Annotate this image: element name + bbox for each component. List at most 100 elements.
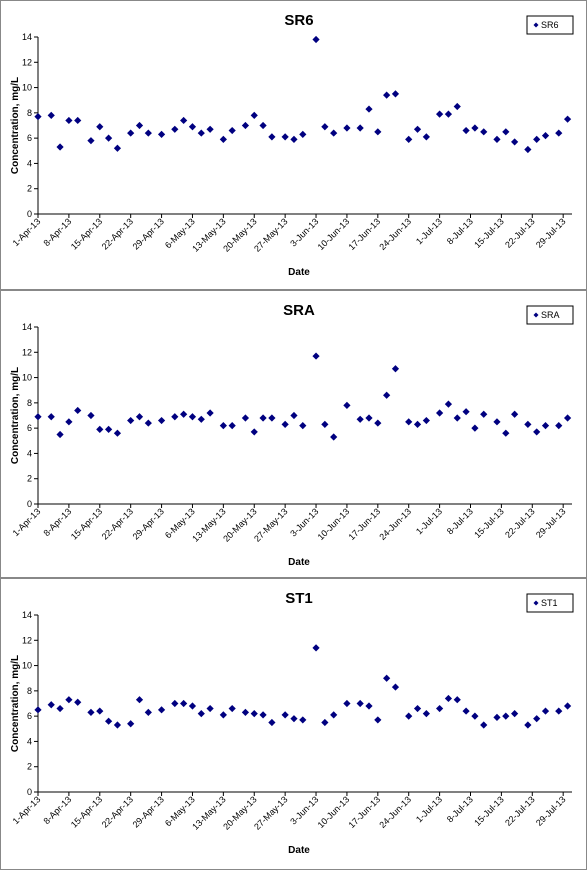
data-point	[383, 91, 391, 99]
data-point	[197, 415, 205, 423]
data-point	[391, 683, 400, 691]
data-point	[188, 123, 197, 131]
data-point	[493, 135, 501, 144]
legend-label: SR6	[541, 20, 559, 30]
data-point	[206, 125, 214, 133]
y-tick-label: 4	[27, 736, 32, 746]
y-tick-label: 4	[27, 158, 32, 168]
data-point	[462, 126, 470, 135]
y-tick-label: 2	[27, 184, 32, 194]
data-point	[74, 698, 82, 706]
y-tick-label: 14	[22, 322, 32, 332]
data-point	[405, 135, 413, 144]
data-point	[47, 111, 55, 119]
legend: ST1	[526, 593, 574, 613]
data-point	[56, 143, 64, 151]
data-point	[241, 121, 250, 130]
data-point	[365, 702, 373, 710]
legend-label: ST1	[541, 598, 558, 608]
data-point	[228, 126, 236, 135]
data-point	[391, 90, 400, 98]
data-point	[312, 644, 320, 652]
y-tick-label: 6	[27, 423, 32, 433]
data-point	[480, 410, 488, 418]
data-point	[268, 414, 276, 422]
data-point	[34, 113, 42, 121]
legend: SR6	[526, 15, 574, 35]
y-axis-title: Concentration, mg/L	[10, 655, 21, 752]
data-point	[135, 413, 144, 421]
legend-box	[526, 15, 574, 35]
data-point	[241, 414, 250, 422]
data-point	[391, 365, 400, 373]
y-tick-label: 10	[22, 661, 32, 671]
x-axis-title: Date	[288, 557, 310, 568]
panel-border	[0, 290, 587, 578]
data-point	[105, 134, 113, 142]
legend-marker	[533, 312, 539, 318]
data-point	[321, 718, 329, 727]
y-tick-label: 10	[22, 373, 32, 383]
data-point	[65, 696, 73, 704]
data-point	[321, 123, 329, 131]
data-point	[157, 130, 166, 138]
y-tick-label: 10	[22, 83, 32, 93]
data-point	[453, 102, 461, 111]
data-point	[330, 711, 338, 719]
data-point	[356, 699, 364, 708]
data-point	[436, 110, 444, 118]
data-point	[268, 133, 276, 141]
data-point	[113, 144, 122, 152]
data-point	[47, 413, 55, 421]
data-point	[563, 414, 572, 422]
data-point	[533, 135, 541, 144]
data-point	[462, 408, 470, 416]
y-tick-label: 2	[27, 762, 32, 772]
data-point	[436, 704, 444, 713]
data-point	[330, 129, 338, 137]
data-point	[436, 409, 444, 417]
data-point	[471, 124, 479, 132]
data-point	[563, 702, 572, 710]
y-tick-label: 14	[22, 610, 32, 620]
data-point	[356, 415, 364, 423]
panel-border	[0, 578, 587, 870]
data-point	[127, 129, 135, 137]
legend-box	[526, 593, 574, 613]
y-tick-label: 0	[27, 499, 32, 509]
y-tick-label: 12	[22, 347, 32, 357]
legend-marker	[533, 600, 539, 606]
data-point	[343, 401, 351, 409]
data-point	[113, 429, 122, 437]
y-axis-title: Concentration, mg/L	[10, 77, 21, 174]
data-point	[356, 124, 364, 132]
data-point	[188, 413, 197, 421]
data-point	[180, 410, 188, 418]
data-point	[87, 137, 95, 145]
legend-label: SRA	[541, 310, 560, 320]
chart-title: SR6	[284, 12, 313, 29]
chart-title: ST1	[285, 590, 313, 607]
data-point	[511, 138, 519, 146]
data-point	[422, 133, 430, 141]
data-point	[96, 123, 104, 131]
legend-marker	[533, 22, 539, 28]
data-point	[180, 116, 188, 125]
data-point	[34, 413, 42, 421]
y-tick-label: 2	[27, 474, 32, 484]
data-point	[188, 702, 197, 710]
data-point	[268, 718, 276, 727]
y-tick-label: 12	[22, 57, 32, 67]
data-point	[555, 129, 563, 137]
data-point	[65, 116, 73, 125]
data-point	[312, 352, 320, 360]
data-point	[444, 694, 453, 703]
data-point	[413, 125, 422, 133]
data-point	[290, 715, 298, 723]
data-point	[135, 121, 144, 130]
chart-title: SRA	[283, 302, 315, 319]
